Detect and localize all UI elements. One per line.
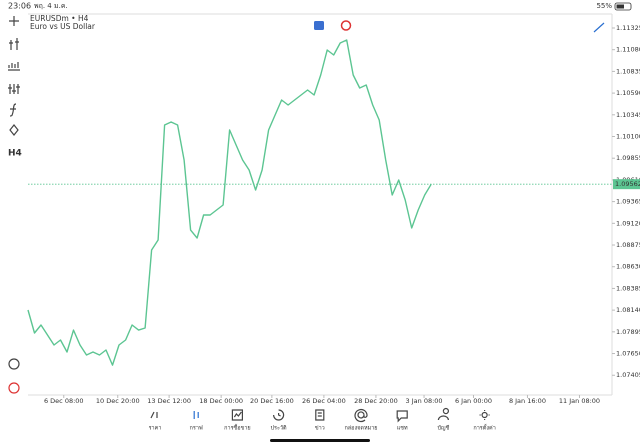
nav-label[interactable]: บัญชี bbox=[437, 425, 449, 432]
y-tick-label: 1.08875 bbox=[616, 241, 640, 249]
x-tick-label: 6 Dec 08:00 bbox=[44, 397, 84, 405]
nav-icon[interactable] bbox=[231, 409, 243, 421]
x-tick-label: 6 Jan 00:00 bbox=[455, 397, 492, 405]
nav-icon[interactable] bbox=[479, 410, 490, 420]
nav-label[interactable]: กล่องจดหมาย bbox=[344, 426, 377, 432]
x-tick-label: 26 Dec 04:00 bbox=[302, 397, 346, 405]
home-indicator bbox=[270, 439, 370, 442]
nav-label[interactable]: การตั้งค่า bbox=[473, 424, 495, 432]
nav-icon[interactable] bbox=[396, 410, 408, 423]
x-tick-label: 11 Jan 08:00 bbox=[559, 397, 600, 405]
y-tick-label: 1.10100 bbox=[616, 133, 640, 141]
nav-label[interactable]: กราฟ bbox=[190, 425, 203, 432]
y-tick-label: 1.08140 bbox=[616, 306, 640, 314]
y-tick-label: 1.10345 bbox=[616, 111, 640, 119]
nav-icon[interactable] bbox=[273, 409, 285, 421]
nav-icon[interactable] bbox=[315, 409, 325, 421]
x-tick-label: 20 Dec 16:00 bbox=[250, 397, 294, 405]
crosshair-tool[interactable] bbox=[9, 16, 19, 26]
y-tick-label: 1.09120 bbox=[616, 219, 640, 227]
status-battery: 55% bbox=[596, 2, 612, 10]
y-tick-label: 1.10835 bbox=[616, 67, 640, 75]
nav-label[interactable]: ข่าว bbox=[315, 426, 325, 432]
x-tick-label: 18 Dec 00:00 bbox=[199, 397, 243, 405]
signal-icon[interactable] bbox=[340, 20, 352, 31]
nav-label[interactable]: ราคา bbox=[149, 426, 162, 432]
y-tick-label: 1.11325 bbox=[616, 24, 640, 32]
nav-icon[interactable] bbox=[150, 411, 158, 419]
chart-subtitle: Euro vs US Dollar bbox=[30, 22, 96, 31]
last-price-label: 1.09562 bbox=[615, 180, 640, 188]
y-tick-label: 1.09365 bbox=[616, 198, 640, 206]
y-tick-label: 1.07650 bbox=[616, 350, 640, 358]
y-tick-label: 1.09855 bbox=[616, 154, 640, 162]
plot: 1.11325 1.11080 1.10835 1.10590 1.10345 1.101… bbox=[27, 24, 640, 405]
last-price-box bbox=[613, 179, 640, 190]
y-tick-label: 1.08630 bbox=[616, 263, 640, 271]
x-tick-label: 13 Dec 12:00 bbox=[147, 397, 191, 405]
one-click-trade[interactable] bbox=[314, 21, 324, 30]
chart-title: EURUSDm • H4 bbox=[30, 14, 89, 23]
nav-label[interactable]: แชท bbox=[397, 425, 408, 432]
nav-icon[interactable] bbox=[437, 407, 449, 421]
nav-icon[interactable] bbox=[354, 408, 368, 423]
nav-label[interactable]: การซื้อขาย bbox=[224, 424, 250, 432]
bottom-nav: ราคา กราฟ การซื้อขาย ประวัติ ข่าว กล่องจดหมาย… bbox=[149, 407, 496, 432]
interval-label[interactable]: H4 bbox=[8, 149, 22, 159]
left-toolbar bbox=[8, 16, 605, 394]
x-tick-label: 28 Dec 20:00 bbox=[354, 397, 398, 405]
x-tick-label: 8 Jan 16:00 bbox=[509, 397, 546, 405]
y-tick-label: 1.11080 bbox=[616, 46, 640, 54]
status-date: พฤ. 4 ม.ค. bbox=[34, 2, 68, 10]
function-tool[interactable] bbox=[9, 103, 17, 117]
objects-tool[interactable] bbox=[9, 124, 19, 136]
trade-tool[interactable] bbox=[8, 382, 20, 394]
zoom-tool[interactable] bbox=[8, 358, 20, 370]
battery-level bbox=[616, 4, 624, 9]
price-line bbox=[27, 39, 432, 366]
y-tick-label: 1.07895 bbox=[616, 328, 640, 336]
y-tick-label: 1.07405 bbox=[616, 371, 640, 379]
status-time: 23:06 bbox=[8, 2, 31, 11]
nav-label[interactable]: ประวัติ bbox=[271, 425, 287, 432]
y-tick-label: 1.10590 bbox=[616, 89, 640, 97]
settings-tool[interactable] bbox=[8, 84, 20, 94]
chart-type-tool[interactable] bbox=[9, 38, 19, 50]
y-tick-label: 1.08385 bbox=[616, 284, 640, 292]
draw-tool[interactable] bbox=[593, 22, 605, 33]
battery-icon bbox=[614, 2, 632, 11]
nav-icon[interactable] bbox=[193, 411, 199, 419]
x-tick-label: 10 Dec 20:00 bbox=[96, 397, 140, 405]
x-tick-label: 3 Jan 08:00 bbox=[406, 397, 443, 405]
indicators-tool[interactable] bbox=[8, 62, 20, 71]
